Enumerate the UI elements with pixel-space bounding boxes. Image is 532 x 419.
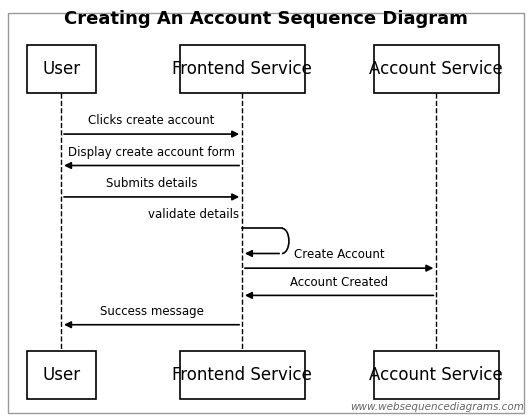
Bar: [373, 351, 498, 399]
Bar: [27, 45, 96, 93]
Text: User: User: [42, 60, 80, 78]
Bar: [27, 351, 96, 399]
Bar: [373, 45, 498, 93]
Text: Creating An Account Sequence Diagram: Creating An Account Sequence Diagram: [64, 10, 468, 28]
Text: Frontend Service: Frontend Service: [172, 366, 312, 384]
Text: www.websequencediagrams.com: www.websequencediagrams.com: [350, 402, 524, 412]
Text: Account Created: Account Created: [290, 276, 388, 289]
Text: Clicks create account: Clicks create account: [88, 114, 215, 127]
Text: Success message: Success message: [99, 305, 204, 318]
Text: validate details: validate details: [148, 208, 239, 221]
Text: Frontend Service: Frontend Service: [172, 60, 312, 78]
Text: Create Account: Create Account: [294, 248, 385, 261]
Text: User: User: [42, 366, 80, 384]
Bar: [180, 45, 304, 93]
Bar: [180, 351, 304, 399]
Text: Submits details: Submits details: [106, 177, 197, 190]
Text: Account Service: Account Service: [369, 60, 503, 78]
Text: Account Service: Account Service: [369, 366, 503, 384]
Text: Display create account form: Display create account form: [68, 146, 235, 159]
